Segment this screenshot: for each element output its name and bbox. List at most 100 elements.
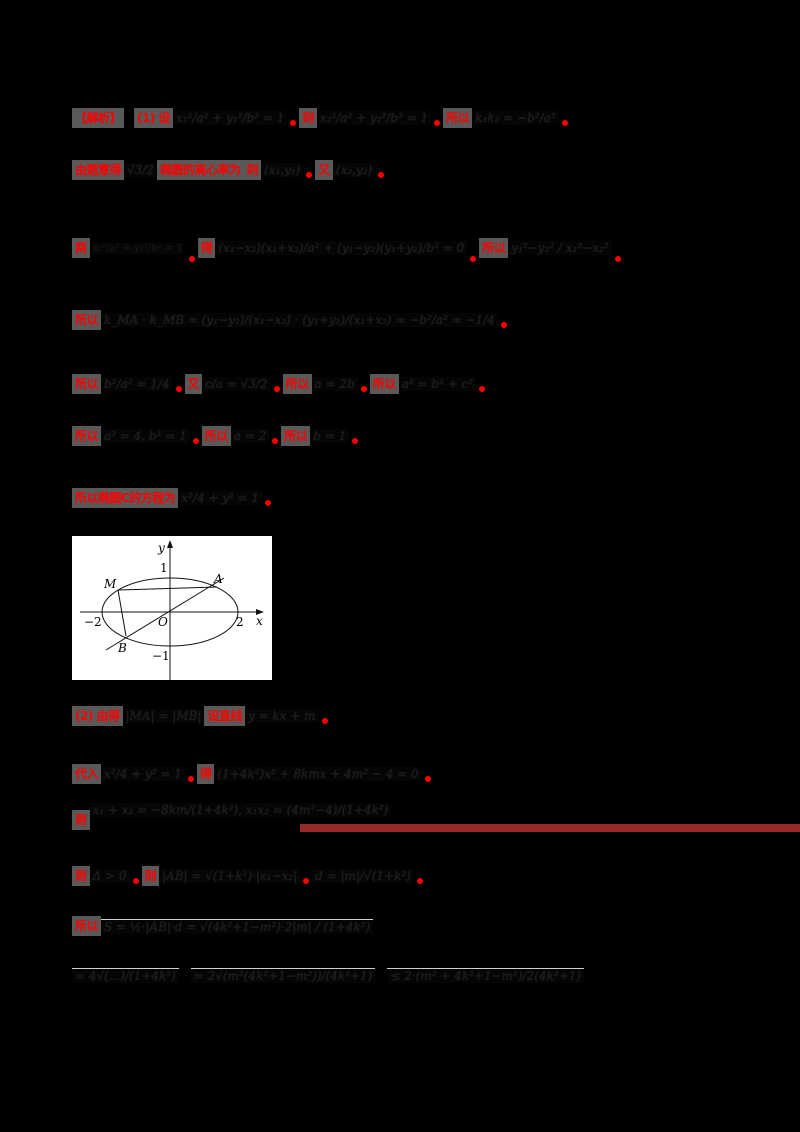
label: 则 (72, 866, 90, 886)
solution-line-8: (2) 由得 |MA| = |MB| 设直线 y = kx + m (72, 702, 331, 730)
formula: c/a = √3/2 (202, 377, 271, 391)
formula: |AB| = √(1+k²)·|x₁−x₂| (159, 869, 301, 883)
comma-marker (188, 256, 195, 262)
comma-marker (470, 256, 477, 262)
label: 所以 (281, 426, 311, 446)
tick-x-2: 2 (236, 615, 244, 629)
comma-marker (273, 386, 280, 392)
label: 所以 (72, 426, 102, 446)
formula: k₁k₂ = −b²/a² (472, 111, 559, 125)
formula: = 4√(...)/(1+4k²) (72, 967, 179, 983)
comma-marker (192, 438, 199, 444)
formula: (x₁,y₁) (261, 163, 304, 177)
x-axis-label: x (256, 614, 263, 628)
comma-marker (175, 386, 182, 392)
label-part1: (1) 设 (134, 108, 174, 128)
label: 得 (197, 238, 216, 258)
formula: b²/a² = 1/4 (101, 377, 173, 391)
comma-marker (424, 776, 431, 782)
label: 两 (72, 238, 90, 258)
tick-y-1: 1 (160, 561, 168, 575)
formula: |MA| = |MB| (122, 709, 205, 723)
formula: S = ½·|AB|·d = √(4k²+1−m²)·2|m| / (1+4k²… (101, 918, 374, 934)
solution-line-9: 代入 x²/4 + y² = 1 得 (1+4k²)x² + 8kmx + 4m… (72, 760, 434, 788)
formula: (x₂,y₂) (332, 163, 376, 177)
label: 所以 (201, 426, 231, 446)
label-so: 所以 (443, 108, 473, 128)
formula: y = kx + m (244, 709, 319, 723)
point-label-M: M (103, 577, 117, 591)
label: 则 (141, 866, 160, 886)
formula: = 2√(m²(4k²+1−m²))/(4k²+1) (190, 967, 376, 983)
label: 椭圆的离心率为 (156, 160, 244, 180)
label: 则 (243, 160, 262, 180)
comma-marker (290, 120, 297, 126)
formula: a² = 4, b² = 1 (101, 429, 190, 443)
comma-marker (378, 172, 385, 178)
equation-system: x₁²/a² + y₁²/b² = 1 (92, 242, 183, 254)
formula: x₁²/a² + y₁²/b² = 1 (173, 111, 288, 125)
comma-marker (272, 438, 279, 444)
formula: a² = b² + c² (398, 377, 477, 391)
solution-line-6: 所以 a² = 4, b² = 1 所以 a = 2 所以 b = 1 (72, 422, 361, 450)
comma-marker (306, 172, 313, 178)
label-analysis: 【解析】 (72, 108, 125, 128)
label: 代入 (72, 764, 102, 784)
label: 所以 (72, 310, 102, 330)
period-marker (352, 438, 359, 444)
y-axis-label: y (157, 541, 165, 555)
point-label-O: O (158, 615, 168, 629)
solution-line-4: 所以 k_MA · k_MB = (y₁−y₂)/(x₁−x₂) · (y₁+y… (72, 306, 510, 334)
formula: y₁²−y₂² / x₁²−x₂² (508, 241, 612, 255)
formula: a = 2 (230, 429, 270, 443)
period-marker (561, 120, 568, 126)
formula: (1+4k²)x² + 8kmx + 4m² − 4 = 0 (214, 767, 422, 781)
formula: √3/2 (124, 163, 157, 177)
label-part2: (2) 由得 (72, 706, 123, 726)
comma-marker (132, 878, 139, 884)
solution-line-7: 所以椭圆C的方程为 x²/4 + y² = 1 (72, 484, 274, 512)
solution-line-3: 两 x₁²/a² + y₁²/b² = 1 得 (x₁−x₂)(x₁+x₂)/a… (72, 228, 624, 268)
formula: x₁ + x₂ = −8km/(1+4k²), x₁x₂ = (4m²−4)/(… (89, 803, 392, 817)
label-then: 则 (299, 108, 317, 128)
formula: b = 1 (310, 429, 350, 443)
formula: Δ > 0 (89, 869, 130, 883)
label: 得 (196, 764, 215, 784)
point-label-A: A (213, 572, 223, 586)
solution-line-2: 由题意得 √3/2 椭圆的离心率为 则 (x₁,y₁) 又 (x₂,y₂) (72, 156, 387, 184)
comma-marker (434, 120, 441, 126)
tick-x-neg2: −2 (84, 615, 102, 629)
tick-y-neg1: −1 (152, 649, 170, 663)
formula: d = |m|/√(1+k²) (312, 869, 414, 883)
label: 又 (184, 374, 203, 394)
horizontal-rule (300, 824, 800, 832)
point-label-B: B (117, 641, 127, 655)
formula: (x₁−x₂)(x₁+x₂)/a² + (y₁−y₂)(y₁+y₂)/b² = … (215, 241, 468, 255)
formula: x₁²/a² + y₁²/b² = 1 (92, 242, 183, 254)
comma-marker (303, 878, 310, 884)
label: 又 (315, 160, 333, 180)
formula: k_MA · k_MB = (y₁−y₂)/(x₁−x₂) · (y₁+y₂)/… (101, 313, 498, 327)
period-marker (265, 500, 272, 506)
formula: ≤ 2·(m² + 4k²+1−m²)/2(4k²+1) (387, 967, 584, 983)
solution-line-11: 则 Δ > 0 则 |AB| = √(1+k²)·|x₁−x₂| d = |m|… (72, 862, 426, 890)
comma-marker (187, 776, 194, 782)
label: 由题意得 (72, 160, 125, 180)
formula: a = 2b (311, 377, 358, 391)
comma-marker (479, 386, 486, 392)
label-ellipse-equation: 所以椭圆C的方程为 (72, 488, 179, 508)
period-marker (500, 322, 507, 328)
solution-line-10: 则 x₁ + x₂ = −8km/(1+4k²), x₁x₂ = (4m²−4)… (72, 803, 392, 834)
period-marker (416, 878, 423, 884)
formula: x₂²/a² + y₂²/b² = 1 (316, 111, 432, 125)
comma-marker (360, 386, 367, 392)
label: 所以 (282, 374, 312, 394)
solution-line-13: = 4√(...)/(1+4k²) = 2√(m²(4k²+1−m²))/(4k… (72, 958, 584, 992)
label: 则 (72, 810, 90, 830)
solution-line-1: 【解析】 (1) 设 x₁²/a² + y₁²/b² = 1 则 x₂²/a² … (72, 104, 571, 132)
label: 设直线 (204, 706, 245, 726)
label: 所以 (72, 374, 102, 394)
period-marker (614, 256, 621, 262)
label: 所以 (369, 374, 399, 394)
solution-line-12: 所以 S = ½·|AB|·d = √(4k²+1−m²)·2|m| / (1+… (72, 912, 374, 940)
